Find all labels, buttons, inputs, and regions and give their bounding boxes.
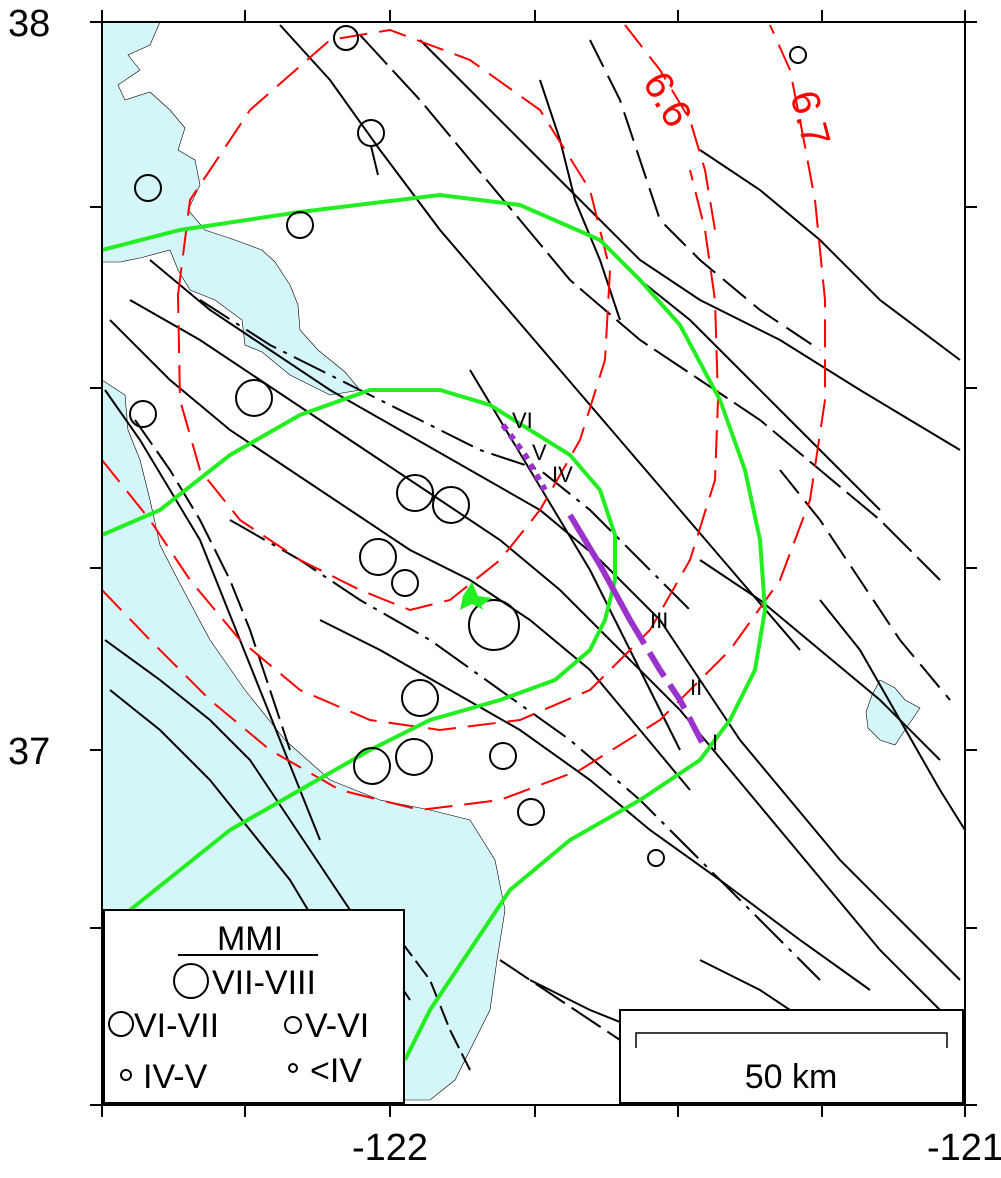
contour-66 [624, 24, 716, 231]
legend-label: VI-VII [134, 1007, 219, 1045]
rupture-label: I [712, 730, 718, 755]
lat-label: 38 [8, 3, 50, 45]
rupture [500, 423, 708, 750]
legend-label: VII-VIII [212, 964, 316, 1002]
fault-line [134, 419, 291, 751]
rupture-solid [567, 513, 633, 622]
mmi-circle [129, 400, 157, 428]
mmi-legend: MMI VII-VIII VI-VII V-VI IV-V <IV [103, 909, 405, 1104]
fault-line [104, 389, 321, 841]
rupture-label: V [532, 440, 547, 465]
lon-label: -122 [352, 1127, 428, 1169]
fault-line [779, 469, 951, 701]
rupture-dashed [627, 618, 708, 750]
fault-line [129, 299, 941, 1011]
contour-outer [101, 24, 826, 812]
legend-label: <IV [310, 1052, 362, 1090]
fault-line [539, 79, 621, 321]
fault-line [199, 299, 691, 611]
frame-border [101, 21, 966, 1106]
contour-label-66: 6.6 [634, 65, 700, 135]
intensity-line-inner [101, 388, 617, 912]
contour-inner [176, 28, 612, 612]
mmi-observations [129, 25, 807, 867]
lat-label: 37 [8, 731, 50, 773]
scale-bar: 50 km [619, 1009, 964, 1104]
rupture-labels: VI V IV III II I [512, 408, 718, 755]
legend-box [103, 909, 405, 1104]
legend-label: IV-V [143, 1058, 208, 1096]
mmi-circle [647, 849, 665, 867]
mmi-circle [401, 679, 439, 717]
rupture-label: III [650, 608, 668, 633]
legend-symbol-small [284, 1016, 302, 1034]
intensity-lines [101, 192, 768, 1061]
mmi-circle [517, 798, 545, 826]
contour-label-67: 6.7 [781, 86, 838, 151]
mmi-circle [395, 738, 433, 776]
mmi-circle [235, 379, 273, 417]
fault-line [109, 689, 321, 931]
axis-labels: 38 37 -122 -121 [8, 3, 1001, 1169]
bay-water [101, 21, 361, 396]
contour-middle [101, 169, 720, 732]
mmi-circle [468, 599, 520, 651]
fault-line [359, 34, 941, 581]
mmi-circle [396, 474, 434, 512]
legend-label: V-VI [305, 1007, 369, 1045]
fault-line [819, 599, 966, 831]
mmi-circle [333, 25, 359, 51]
rupture-dotted [500, 423, 548, 492]
fault-line [319, 619, 871, 991]
mmi-circle [134, 174, 162, 202]
fault-line [229, 519, 821, 981]
mmi-leader [370, 145, 379, 176]
rupture-label: IV [552, 462, 573, 487]
fault-line [109, 319, 691, 791]
legend-symbol-large [173, 963, 209, 999]
mmi-circle [432, 486, 470, 524]
lon-label: -121 [927, 1127, 1001, 1169]
contour-labels: 6.6 6.7 [634, 65, 838, 152]
scale-line [635, 1032, 948, 1048]
fault-line [279, 24, 801, 651]
mmi-circle [353, 747, 391, 785]
legend-symbol-smallest [288, 1063, 298, 1073]
rupture-label: VI [512, 408, 533, 433]
magnitude-contours [101, 24, 826, 812]
legend-symbol-medium [108, 1011, 134, 1037]
rupture-label: II [690, 675, 702, 700]
intensity-line-outer [101, 192, 768, 1061]
mmi-circle [789, 46, 807, 64]
map-frame [90, 10, 977, 1117]
legend-symbol-smaller [120, 1069, 132, 1081]
mmi-circle [286, 211, 314, 239]
mmi-circle [359, 538, 397, 576]
fault-line [589, 39, 821, 351]
fault-line [419, 39, 961, 451]
mmi-circle [489, 742, 517, 770]
scale-box [619, 1009, 964, 1104]
scale-label: 50 km [745, 1058, 838, 1096]
fault-line [699, 149, 961, 361]
mmi-circle [357, 119, 385, 147]
fault-line [639, 279, 881, 511]
mmi-circle [391, 569, 419, 597]
epicenter-star-icon [460, 582, 492, 610]
legend-title: MMI [217, 920, 283, 958]
